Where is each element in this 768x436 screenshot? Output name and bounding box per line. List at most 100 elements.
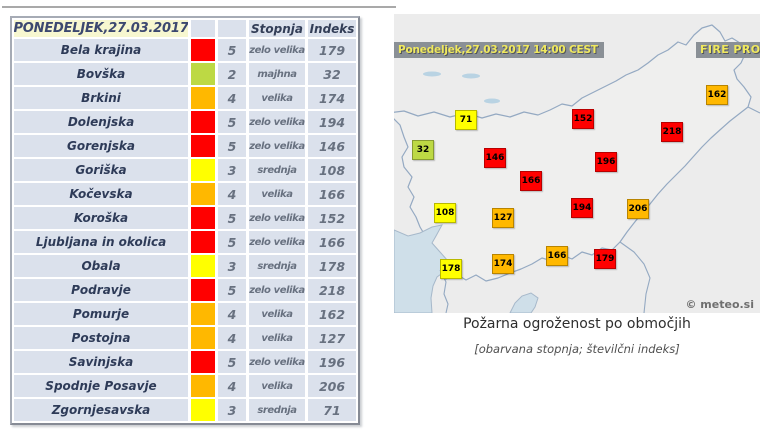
danger-level-number: 5 xyxy=(218,231,246,253)
region-name: Podravje xyxy=(14,279,188,301)
danger-level-text: zelo velika xyxy=(249,111,305,133)
danger-level-text: velika xyxy=(249,327,305,349)
danger-level-text: srednja xyxy=(249,159,305,181)
table-row: Goriška 3 srednja 108 xyxy=(14,159,356,181)
danger-index: 152 xyxy=(308,207,356,229)
danger-index: 194 xyxy=(308,111,356,133)
danger-color-swatch xyxy=(191,159,215,181)
region-name: Dolenjska xyxy=(14,111,188,133)
map-index-marker: 108 xyxy=(434,203,456,223)
danger-level-text: velika xyxy=(249,303,305,325)
region-name: Pomurje xyxy=(14,303,188,325)
danger-color-swatch xyxy=(191,231,215,253)
danger-index: 196 xyxy=(308,351,356,373)
danger-level-number: 5 xyxy=(218,39,246,61)
danger-index: 166 xyxy=(308,183,356,205)
map-fire-prob-label: FIRE PROB xyxy=(696,42,760,58)
danger-color-swatch xyxy=(191,135,215,157)
danger-level-number: 4 xyxy=(218,183,246,205)
map-datetime-label: Ponedeljek,27.03.2017 14:00 CEST xyxy=(394,42,604,58)
map-subcaption: [obarvana stopnja; številčni indeks] xyxy=(474,342,680,356)
region-name: Zgornjesavska xyxy=(14,399,188,421)
danger-color-swatch xyxy=(191,279,215,301)
map-index-marker: 206 xyxy=(627,199,649,219)
danger-level-text: zelo velika xyxy=(249,231,305,253)
danger-color-swatch xyxy=(191,183,215,205)
fire-danger-table: PONEDELJEK,27.03.2017 Stopnja Indeks Bel… xyxy=(10,16,360,425)
danger-color-swatch xyxy=(191,87,215,109)
danger-level-number: 4 xyxy=(218,87,246,109)
table-row: Kočevska 4 velika 166 xyxy=(14,183,356,205)
danger-color-swatch xyxy=(191,207,215,229)
danger-level-text: zelo velika xyxy=(249,39,305,61)
region-name: Spodnje Posavje xyxy=(14,375,188,397)
table-row: Postojna 4 velika 127 xyxy=(14,327,356,349)
table-row: Koroška 5 zelo velika 152 xyxy=(14,207,356,229)
color-column-header xyxy=(191,20,215,37)
danger-index: 32 xyxy=(308,63,356,85)
danger-level-number: 5 xyxy=(218,111,246,133)
map-index-marker: 127 xyxy=(492,208,514,228)
map-index-marker: 178 xyxy=(440,259,462,279)
danger-level-text: zelo velika xyxy=(249,135,305,157)
danger-color-swatch xyxy=(191,375,215,397)
danger-level-number: 5 xyxy=(218,351,246,373)
danger-level-number: 5 xyxy=(218,279,246,301)
table-row: Bela krajina 5 zelo velika 179 xyxy=(14,39,356,61)
danger-index: 179 xyxy=(308,39,356,61)
danger-index: 108 xyxy=(308,159,356,181)
region-name: Gorenjska xyxy=(14,135,188,157)
table-title-date: PONEDELJEK,27.03.2017 xyxy=(14,20,188,37)
region-name: Obala xyxy=(14,255,188,277)
danger-level-text: majhna xyxy=(249,63,305,85)
danger-level-number: 3 xyxy=(218,159,246,181)
region-name: Ljubljana in okolica xyxy=(14,231,188,253)
danger-index: 206 xyxy=(308,375,356,397)
region-name: Savinjska xyxy=(14,351,188,373)
stopnja-column-header: Stopnja xyxy=(249,20,305,37)
danger-level-number: 5 xyxy=(218,135,246,157)
table-row: Gorenjska 5 zelo velika 146 xyxy=(14,135,356,157)
table-row: Brkini 4 velika 174 xyxy=(14,87,356,109)
map-index-marker: 146 xyxy=(484,148,506,168)
region-name: Goriška xyxy=(14,159,188,181)
region-name: Bela krajina xyxy=(14,39,188,61)
danger-color-swatch xyxy=(191,399,215,421)
danger-index: 166 xyxy=(308,231,356,253)
region-name: Bovška xyxy=(14,63,188,85)
region-name: Koroška xyxy=(14,207,188,229)
danger-index: 162 xyxy=(308,303,356,325)
alpine-lakes xyxy=(423,71,500,104)
table-row: Dolenjska 5 zelo velika 194 xyxy=(14,111,356,133)
danger-color-swatch xyxy=(191,327,215,349)
map-index-marker: 166 xyxy=(520,171,542,191)
danger-level-text: velika xyxy=(249,375,305,397)
region-name: Kočevska xyxy=(14,183,188,205)
map-index-marker: 162 xyxy=(706,85,728,105)
danger-color-swatch xyxy=(191,63,215,85)
map-index-marker: 196 xyxy=(595,152,617,172)
kvarner-bay xyxy=(509,292,539,313)
danger-level-text: zelo velika xyxy=(249,351,305,373)
danger-level-number: 3 xyxy=(218,399,246,421)
danger-level-text: velika xyxy=(249,87,305,109)
table-row: Savinjska 5 zelo velika 196 xyxy=(14,351,356,373)
table-row: Bovška 2 majhna 32 xyxy=(14,63,356,85)
danger-color-swatch xyxy=(191,111,215,133)
danger-color-swatch xyxy=(191,351,215,373)
table-row: Podravje 5 zelo velika 218 xyxy=(14,279,356,301)
map-index-marker: 218 xyxy=(661,122,683,142)
danger-color-swatch xyxy=(191,303,215,325)
danger-level-number: 3 xyxy=(218,255,246,277)
map-index-marker: 179 xyxy=(594,249,616,269)
map-caption: Požarna ogroženost po območjih xyxy=(463,316,691,332)
danger-index: 146 xyxy=(308,135,356,157)
map-index-marker: 174 xyxy=(492,254,514,274)
danger-level-number: 5 xyxy=(218,207,246,229)
danger-level-number: 4 xyxy=(218,303,246,325)
danger-level-text: srednja xyxy=(249,255,305,277)
table-row: Zgornjesavska 3 srednja 71 xyxy=(14,399,356,421)
map-index-marker: 71 xyxy=(455,110,477,130)
danger-level-number: 4 xyxy=(218,375,246,397)
top-divider xyxy=(2,6,396,8)
